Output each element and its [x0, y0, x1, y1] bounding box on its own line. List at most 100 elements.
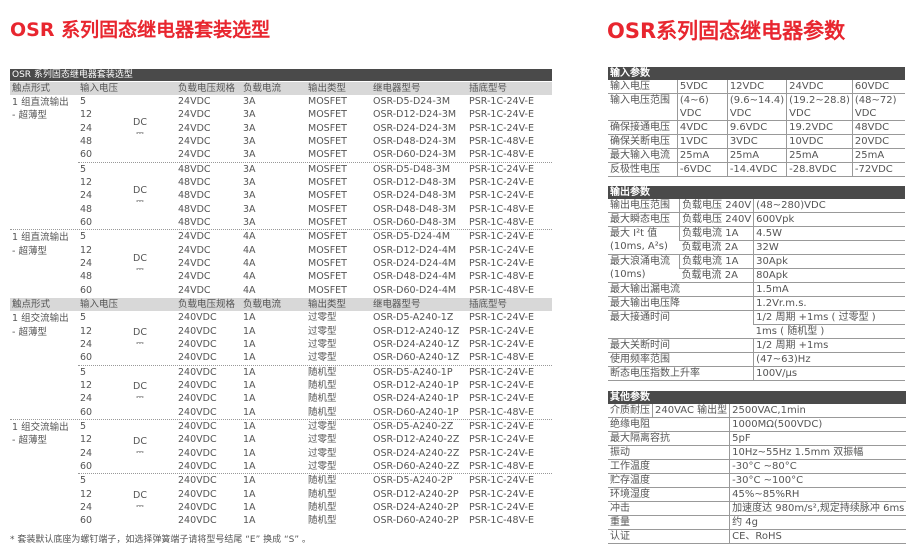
table-row: 24 240VDC 1A 过零型 OSR-D24-A240-2Z PSR-1C-24V-E: [10, 447, 552, 460]
param-value: CE、RoHS: [729, 529, 907, 544]
param-row: 使用频率范围 (47~63)Hz: [608, 352, 905, 367]
load-current: 1A: [243, 515, 256, 527]
table-row: 24 24VDC 3A MOSFET OSR-D24-D24-3M PSR-1C-24V-…: [10, 122, 552, 135]
relay-model: OSR-D5-A240-2Z: [373, 420, 454, 432]
input-voltage: 12: [80, 177, 93, 189]
output-type: MOSFET: [308, 190, 347, 202]
output-type: 过零型: [308, 447, 337, 459]
load-current: 1A: [243, 447, 256, 459]
selection-table-title: OSR 系列固态继电器套装选型: [10, 69, 552, 81]
param-row: 绝缘电阻 1000MΩ(500VDC): [608, 417, 907, 432]
column-header: 插底型号: [469, 299, 508, 311]
socket-model: PSR-1C-48V-E: [469, 515, 534, 527]
param-value: 30Apk: [753, 254, 905, 269]
param-row: 工作温度 -30°C ~80°C: [608, 459, 907, 474]
load-voltage: 24VDC: [178, 149, 211, 161]
param-condition: 240VAC 输出型: [651, 404, 730, 418]
footnote: * 套装默认底座为螺钉端子，如选择弹簧端子请将型号结尾 “E” 换成 “S” 。: [10, 535, 311, 545]
table-row: 24 24VDC 4A MOSFET OSR-D24-D24-4M PSR-1C-24V-…: [10, 257, 552, 270]
output-type: 过零型: [308, 460, 337, 472]
load-voltage: 240VDC: [178, 460, 217, 472]
output-type: 随机型: [308, 488, 337, 500]
output-type: 随机型: [308, 393, 337, 405]
dc-indicator: DC ⎓: [133, 381, 147, 403]
param-condition: 负载电流 2A: [679, 240, 754, 255]
param-label: 输入电压范围: [608, 93, 678, 121]
socket-model: PSR-1C-24V-E: [469, 177, 534, 189]
param-label: 最大关断时间: [608, 338, 754, 353]
socket-model: PSR-1C-24V-E: [469, 244, 534, 256]
output-type: 过零型: [308, 420, 337, 432]
input-voltage: 48: [80, 136, 93, 148]
socket-model: PSR-1C-24V-E: [469, 258, 534, 270]
param-value: 25mA: [851, 148, 905, 163]
section-header: 输入参数: [608, 67, 905, 80]
relay-model: OSR-D12-A240-2P: [373, 488, 459, 500]
param-label: 贮存温度: [608, 473, 730, 488]
relay-model: OSR-D12-D24-4M: [373, 244, 457, 256]
dc-indicator: DC ⎓: [133, 185, 147, 207]
load-voltage: 24VDC: [178, 96, 211, 107]
socket-model: PSR-1C-24V-E: [469, 109, 534, 121]
table-row: 60 240VDC 1A 过零型 OSR-D60-A240-2Z PSR-1C-48V-E: [10, 460, 552, 473]
input-voltage: 24: [80, 258, 93, 270]
input-voltage: 60: [80, 406, 93, 418]
load-current: 1A: [243, 393, 256, 405]
param-condition: 负载电流 2A: [679, 268, 754, 283]
param-value: (19.2~28.8) VDC: [786, 93, 853, 121]
load-current: 3A: [243, 217, 256, 229]
socket-model: PSR-1C-24V-E: [469, 231, 534, 243]
output-type: 随机型: [308, 406, 337, 418]
dc-indicator: DC ⎓: [133, 490, 147, 512]
param-row: 输出电压范围 负载电压 240V (48~280)VDC: [608, 199, 905, 213]
contact-type-label: 1 组直流输出 - 超薄型: [12, 96, 69, 123]
output-type: 随机型: [308, 475, 337, 487]
param-row: 1ms ( 随机型 ): [608, 324, 905, 339]
param-label: 重量: [608, 515, 730, 530]
param-label: 断态电压指数上升率: [608, 366, 754, 381]
dc-label: DC: [133, 489, 147, 501]
param-value: -72VDC: [851, 162, 905, 177]
table-row: 5 24VDC 4A MOSFET OSR-D5-D24-4M PSR-1C-24V-E: [10, 230, 552, 243]
load-current: 1A: [243, 379, 256, 391]
column-header: 继电器型号: [373, 299, 421, 311]
contact-type-line: 1 组交流输出: [12, 421, 69, 433]
socket-model: PSR-1C-24V-E: [469, 447, 534, 459]
socket-model: PSR-1C-48V-E: [469, 149, 534, 161]
output-type: 过零型: [308, 352, 337, 364]
input-voltage: 60: [80, 352, 93, 364]
load-current: 4A: [243, 284, 256, 296]
load-voltage: 240VDC: [178, 406, 217, 418]
input-params-table: 输入参数 输入电压 5VDC 12VDC 24VDC 60VDC 输入电压范围 (4~6) VD…: [608, 67, 905, 177]
load-voltage: 24VDC: [178, 271, 211, 283]
column-header: 负载电流: [243, 299, 282, 311]
table-row: 24 240VDC 1A 过零型 OSR-D24-A240-1Z PSR-1C-24V-E: [10, 338, 552, 351]
relay-model: OSR-D12-A240-2Z: [373, 434, 460, 446]
load-voltage: 240VDC: [178, 420, 217, 432]
relay-model: OSR-D5-D24-3M: [373, 96, 451, 107]
param-row: 最大接通时间 1/2 周期 +1ms ( 过零型 ): [608, 310, 905, 339]
output-type: MOSFET: [308, 149, 347, 161]
param-row: 输入电压 5VDC 12VDC 24VDC 60VDC: [608, 80, 905, 94]
dc-indicator: DC ⎓: [133, 327, 147, 349]
param-row: 输入电压范围 (4~6) VDC (9.6~14.4) VDC (19.2~28.8) VD…: [608, 93, 905, 121]
load-voltage: 24VDC: [178, 258, 211, 270]
param-value: 48VDC: [851, 120, 905, 135]
load-current: 3A: [243, 149, 256, 161]
dc-label: DC: [133, 117, 147, 129]
input-voltage: 5: [80, 231, 87, 243]
load-voltage: 24VDC: [178, 244, 211, 256]
table-row: 60 48VDC 3A MOSFET OSR-D60-D48-3M PSR-1C-48V-…: [78, 216, 552, 229]
relay-model: OSR-D24-A240-1P: [373, 393, 459, 405]
input-voltage: 12: [80, 379, 93, 391]
param-label: 振动: [608, 445, 730, 460]
voltage-block: DC ⎓ 5 240VDC 1A 随机型 OSR-D5-A240-2P PSR-1C-24V-…: [78, 473, 552, 527]
param-row: 负载电流 2A 80Apk: [608, 268, 905, 283]
param-label: 输入电压: [608, 80, 678, 94]
param-label: 绝缘电阻: [608, 417, 730, 432]
param-value: 20VDC: [851, 134, 905, 149]
param-value: 10Hz~55Hz 1.5mm 双振幅: [729, 445, 907, 460]
relay-model: OSR-D48-D24-3M: [373, 136, 457, 148]
dc-symbol-icon: ⎓: [136, 263, 144, 275]
param-value: 32W: [753, 240, 905, 255]
